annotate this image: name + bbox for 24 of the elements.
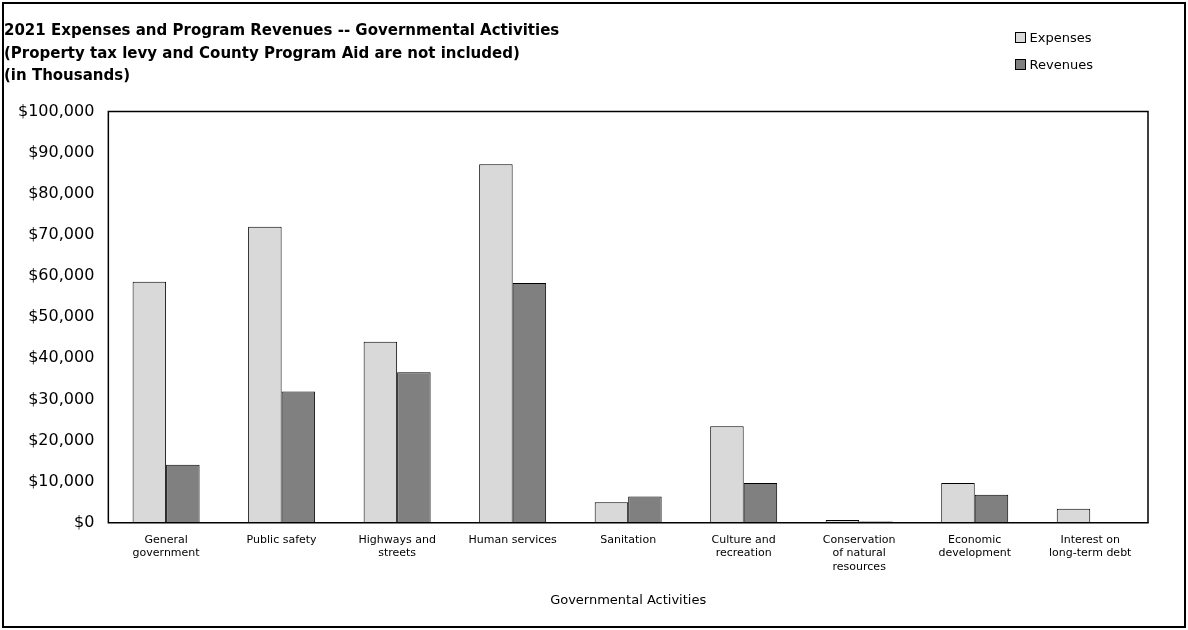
x-axis-title: Governmental Activities [550,591,707,607]
y-tick-label: $20,000 [28,429,95,449]
x-tick-label: Highways and streets [358,533,436,560]
y-tick-label: $0 [73,511,95,531]
x-tick-label: General government [132,533,201,560]
y-tick-label: $80,000 [28,182,95,202]
x-tick-label: Sanitation [600,533,657,547]
x-tick-label: Human services [468,533,558,547]
legend-label: Revenues [1028,57,1093,72]
y-tick-label: $50,000 [28,306,95,326]
y-tick-label: $70,000 [28,224,95,244]
y-tick-label: $90,000 [28,141,95,161]
x-tick-label: Culture and recreation [711,533,776,560]
y-tick-label: $100,000 [18,100,95,120]
x-tick-label: Economic development [938,533,1012,560]
y-tick-label: $40,000 [28,347,95,367]
chart-title: 2021 Expenses and Program Revenues -- Governmental Activities (Property tax levy and County Program Aid are not included) (in Thousands) [4,21,560,85]
x-tick-label: Conservation of natural resources [822,533,896,573]
y-tick-label: $60,000 [28,265,95,285]
y-tick-label: $10,000 [28,470,95,490]
x-tick-label: Public safety [246,533,318,547]
legend-label: Expenses [1028,30,1093,45]
x-tick-label: Interest on long-term debt [1049,533,1133,560]
y-tick-label: $30,000 [28,388,95,408]
